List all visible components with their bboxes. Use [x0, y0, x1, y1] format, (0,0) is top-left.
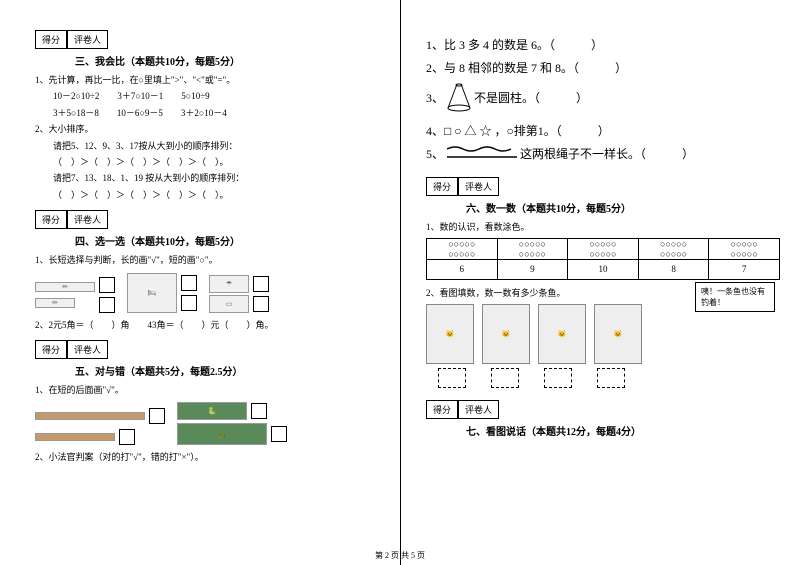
s6-q1: 1、数的认识，看数涂色。: [426, 220, 780, 234]
dots-cell: ○○○○○○○○○○: [427, 238, 498, 259]
s3-q1: 1、先计算，再比一比，在○里填上">"、"<"或"="。: [35, 73, 380, 87]
section7-title: 七、看图说话（本题共12分，每题4分）: [426, 423, 780, 438]
table-value: 9: [497, 259, 568, 279]
section3-title: 三、我会比（本题共10分，每题5分）: [35, 53, 380, 68]
crocodile-item: 🐊: [177, 423, 287, 445]
crocodile-icon: 🐊: [177, 423, 267, 445]
umbrella-pair: ☂ ▭: [209, 275, 269, 313]
s4-images-row: ✏ ✏ 🛏 ☂ ▭: [35, 273, 380, 313]
s5-images-row: 🐍 🐊: [35, 402, 380, 445]
judge-q4: 4、□ ○ △ ☆ ，○排第1。（ ）: [426, 122, 780, 139]
section5-title: 五、对与错（本题共5分，每题2.5分）: [35, 363, 380, 378]
answer-box: [99, 297, 115, 313]
judge-q5-post: 这两根绳子不一样长。（ ）: [520, 147, 694, 161]
grader-label: 评卷人: [458, 400, 499, 419]
score-label: 得分: [35, 340, 67, 359]
s4-q2: 2、2元5角＝（ ）角 43角＝（ ）元（ ）角。: [35, 318, 380, 332]
stick-icon: [35, 433, 115, 441]
score-box-section6: 得分 评卷人: [426, 177, 780, 196]
table-value: 8: [638, 259, 709, 279]
judge-q2: 2、与 8 相邻的数是 7 和 8。（ ）: [426, 59, 780, 76]
umbrella-icon: ☂: [209, 275, 249, 293]
judge-q1: 1、比 3 多 4 的数是 6。（ ）: [426, 36, 780, 53]
dots-cell: ○○○○○○○○○○: [568, 238, 639, 259]
dots-cell: ○○○○○○○○○○: [638, 238, 709, 259]
table-icon: ▭: [209, 295, 249, 313]
pencil-pair: ✏ ✏: [35, 277, 115, 313]
page-footer: 第 2 页 共 5 页: [0, 550, 800, 561]
s3-q1-line1: 10－2○10÷2 3＋7○10－1 5○10÷9: [53, 89, 380, 103]
answer-box: [251, 403, 267, 419]
score-label: 得分: [35, 210, 67, 229]
stick-short: [35, 429, 165, 445]
number-row: 6 9 10 8 7: [427, 259, 780, 279]
speech-bubble: 咦！一条鱼也没有钓着！: [695, 282, 775, 312]
bunk-bed-pair: 🛏: [127, 273, 197, 313]
answer-box: [491, 368, 519, 388]
section4-title: 四、选一选（本题共10分，每题5分）: [35, 233, 380, 248]
s4-q1: 1、长短选择与判断，长的画"√"，短的画"○"。: [35, 253, 380, 267]
section6-title: 六、数一数（本题共10分，每题5分）: [426, 200, 780, 215]
snake-icon: 🐍: [177, 402, 247, 420]
s3-q2-line1: 请把5、12、9、3、17按从大到小的顺序排列：: [53, 139, 380, 153]
dots-cell: ○○○○○○○○○○: [709, 238, 780, 259]
judge-q3: 3、 不是圆柱。（ ）: [426, 82, 780, 116]
answer-box: [438, 368, 466, 388]
dot-table: ○○○○○○○○○○ ○○○○○○○○○○ ○○○○○○○○○○ ○○○○○○○…: [426, 238, 780, 280]
s3-q2-line4: （ ）＞（ ）＞（ ）＞（ ）＞（ ）。: [53, 188, 380, 202]
judge-q5: 5、 这两根绳子不一样长。（ ）: [426, 145, 780, 165]
s3-q2: 2、大小排序。: [35, 122, 380, 136]
judge-q3-post: 不是圆柱。（ ）: [474, 91, 588, 105]
cylinder-icon: [447, 82, 471, 116]
score-box-section3: 得分 评卷人: [35, 30, 380, 49]
score-box-section4: 得分 评卷人: [35, 210, 380, 229]
stick-long: [35, 408, 165, 424]
grader-label: 评卷人: [67, 210, 108, 229]
table-value: 7: [709, 259, 780, 279]
s3-q1-line2: 3＋5○18－8 10－6○9－5 3＋2○10－4: [53, 106, 380, 120]
table-value: 6: [427, 259, 498, 279]
score-label: 得分: [35, 30, 67, 49]
answer-box: [271, 426, 287, 442]
dots-cell: ○○○○○○○○○○: [497, 238, 568, 259]
judge-q3-pre: 3、: [426, 91, 444, 105]
score-box-section7: 得分 评卷人: [426, 400, 780, 419]
dot-row: ○○○○○○○○○○ ○○○○○○○○○○ ○○○○○○○○○○ ○○○○○○○…: [427, 238, 780, 259]
table-value: 10: [568, 259, 639, 279]
s5-q2: 2、小法官判案（对的打"√"，错的打"×"）。: [35, 450, 380, 464]
left-column: 得分 评卷人 三、我会比（本题共10分，每题5分） 1、先计算，再比一比，在○里…: [0, 0, 400, 565]
answer-box: [253, 276, 269, 292]
pencil-short-icon: ✏: [35, 298, 75, 308]
answer-box: [181, 295, 197, 311]
snake-item: 🐍: [177, 402, 287, 420]
answer-box: [149, 408, 165, 424]
bunk-bed-icon: 🛏: [127, 273, 177, 313]
score-label: 得分: [426, 177, 458, 196]
grader-label: 评卷人: [67, 340, 108, 359]
s3-q2-line3: 请把7、13、18、1、19 按从大到小的顺序排列：: [53, 171, 380, 185]
judge-q5-pre: 5、: [426, 147, 444, 161]
cat-icon: 🐱: [482, 304, 530, 364]
answer-box: [544, 368, 572, 388]
score-box-section5: 得分 评卷人: [35, 340, 380, 359]
right-column: 1、比 3 多 4 的数是 6。（ ） 2、与 8 相邻的数是 7 和 8。（ …: [400, 0, 800, 565]
cat-icon: 🐱: [594, 304, 642, 364]
s5-q1: 1、在短的后面画"√"。: [35, 383, 380, 397]
wavy-lines-icon: [447, 145, 517, 165]
score-label: 得分: [426, 400, 458, 419]
answer-box: [597, 368, 625, 388]
answer-box: [181, 275, 197, 291]
grader-label: 评卷人: [67, 30, 108, 49]
pencil-long-icon: ✏: [35, 282, 95, 292]
grader-label: 评卷人: [458, 177, 499, 196]
cat-icon: 🐱: [426, 304, 474, 364]
answer-box: [253, 296, 269, 312]
answer-box: [99, 277, 115, 293]
s3-q2-line2: （ ）＞（ ）＞（ ）＞（ ）＞（ ）。: [53, 155, 380, 169]
answer-box: [119, 429, 135, 445]
stick-icon: [35, 412, 145, 420]
answer-dash-row: [438, 368, 780, 388]
cat-icon: 🐱: [538, 304, 586, 364]
cats-row: 🐱 🐱 🐱 🐱 咦！一条鱼也没有钓着！: [426, 304, 780, 364]
